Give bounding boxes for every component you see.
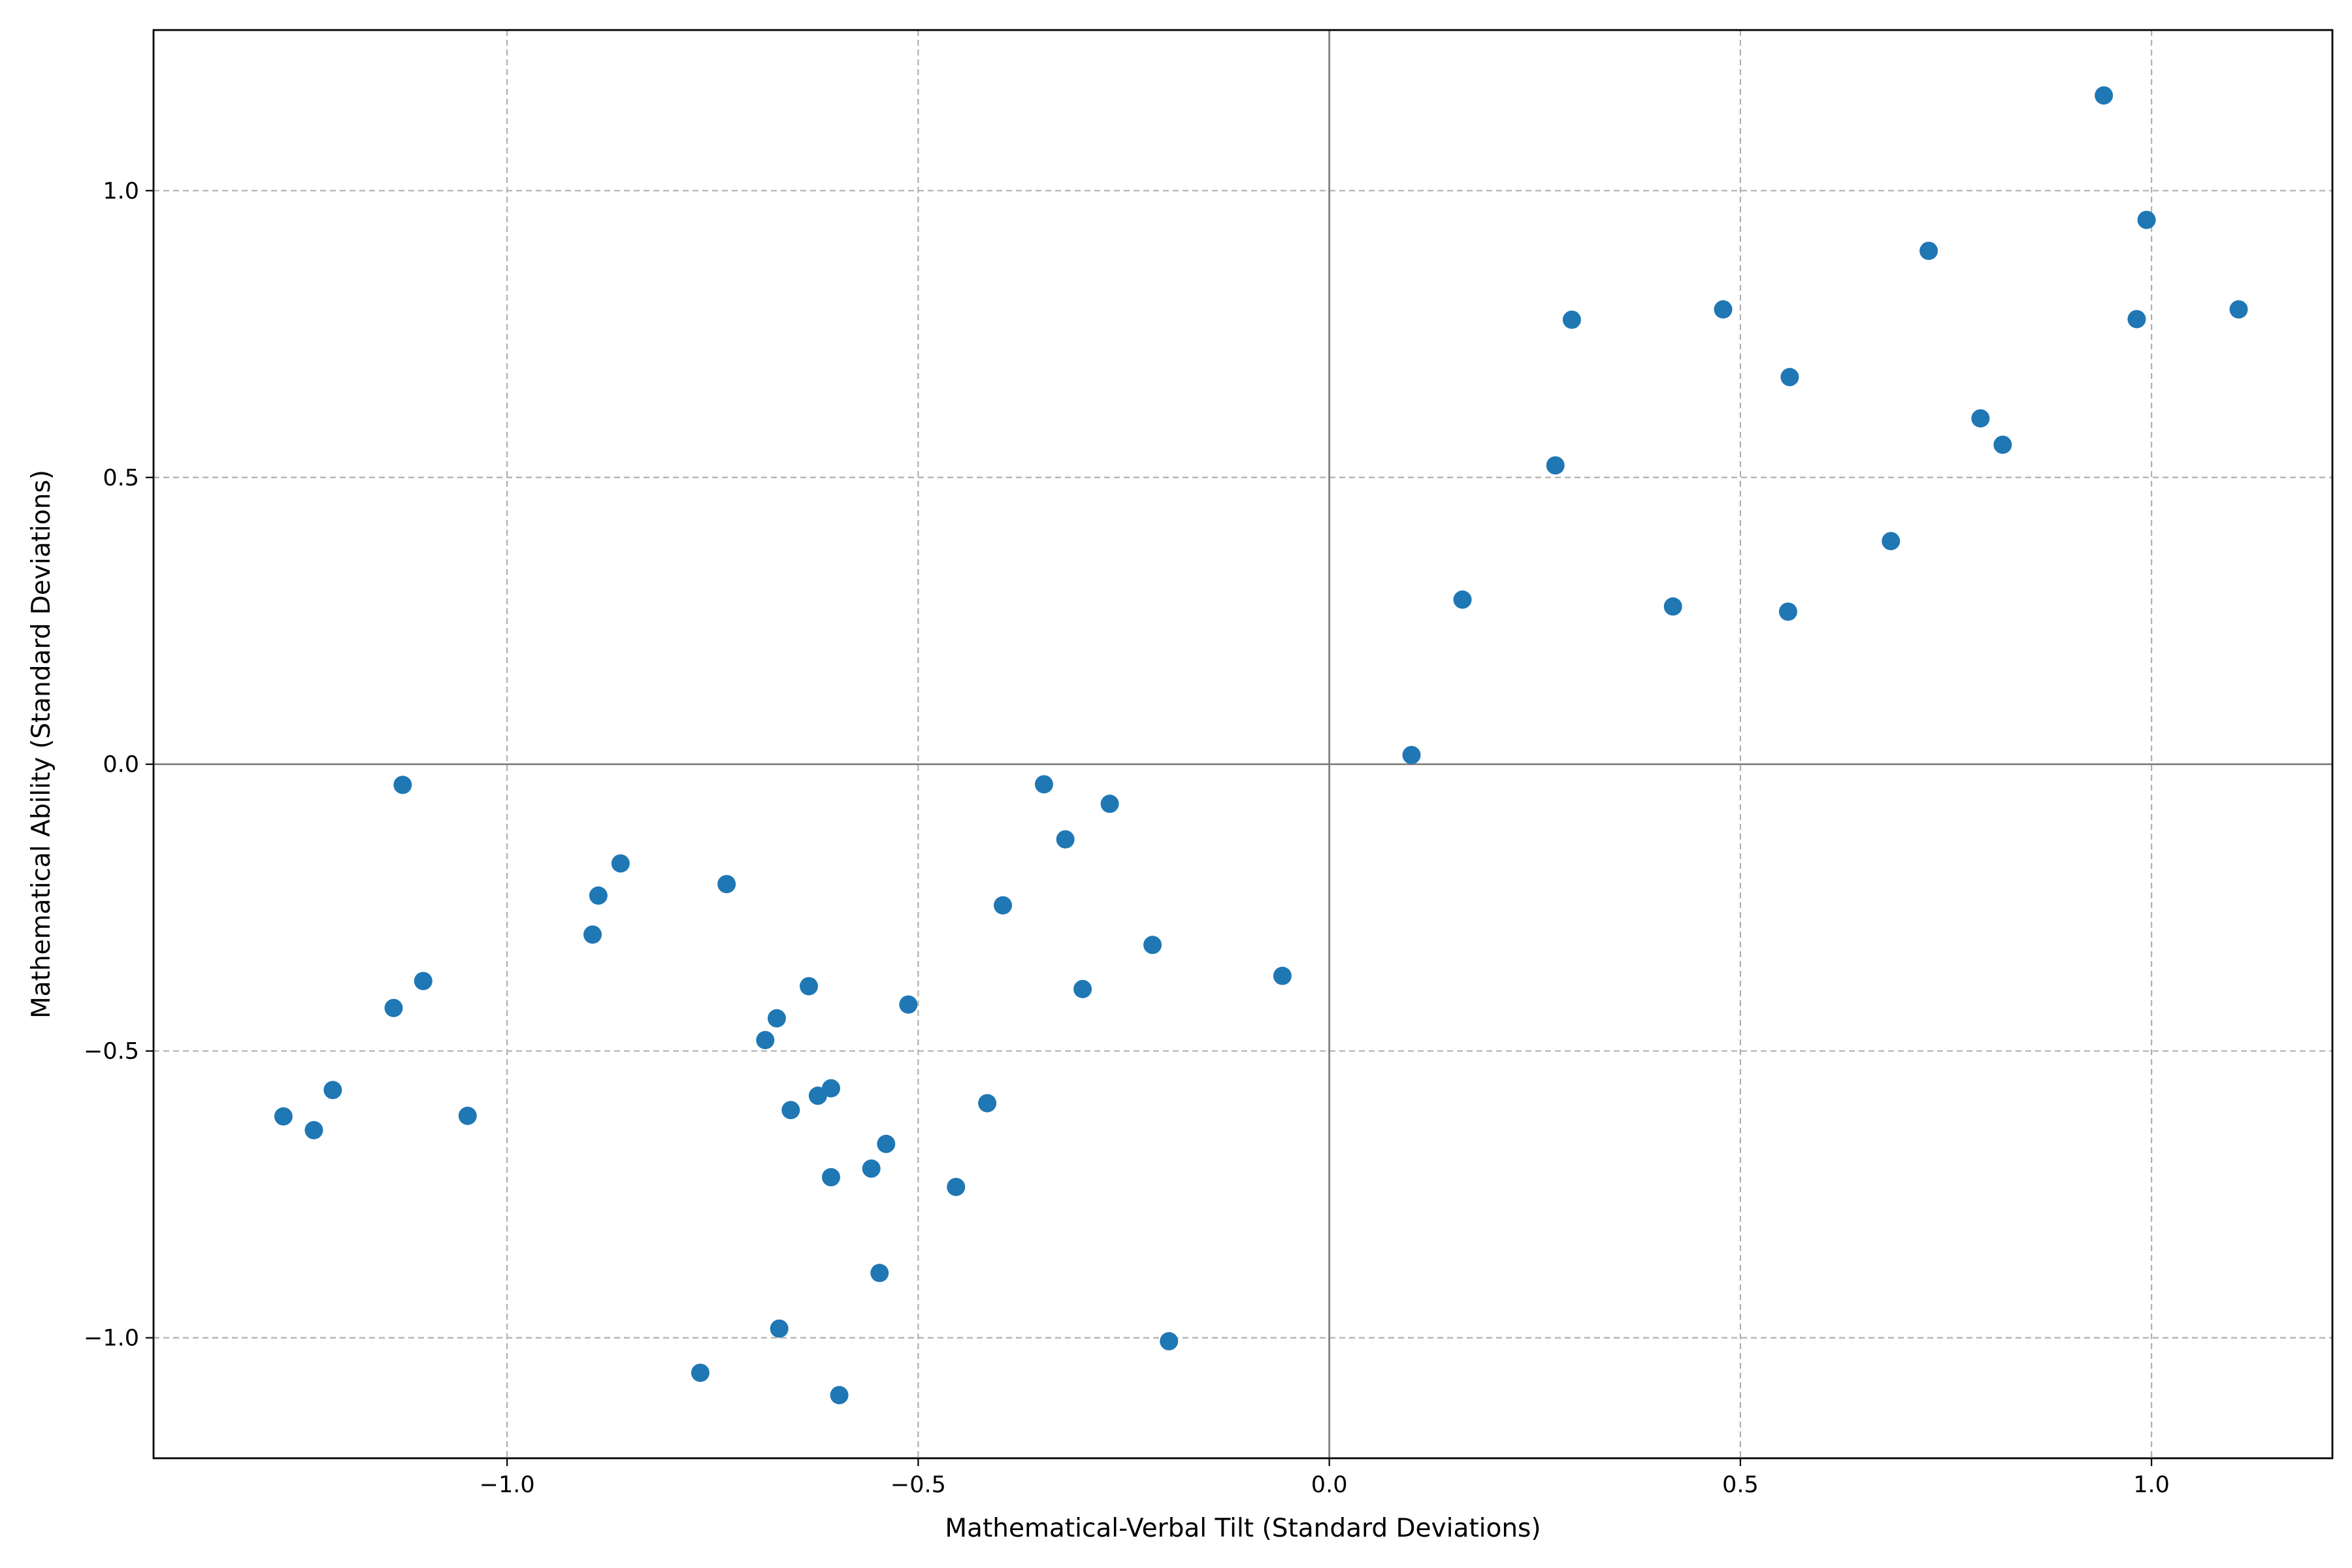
data-point	[393, 776, 412, 794]
data-point	[1778, 602, 1797, 621]
data-point	[717, 875, 736, 894]
data-point	[1780, 368, 1799, 387]
data-point	[1714, 300, 1733, 319]
data-point	[978, 1094, 997, 1113]
y-tick-label: 1.0	[103, 178, 139, 204]
data-point	[800, 977, 819, 996]
x-tick-label: 1.0	[2133, 1472, 2170, 1498]
zero-lines	[154, 30, 2332, 1458]
data-point	[1100, 794, 1119, 813]
y-tick-label: −0.5	[84, 1039, 139, 1065]
data-point	[862, 1159, 881, 1178]
data-point	[1882, 532, 1901, 551]
data-point	[1402, 745, 1421, 764]
data-point	[384, 998, 403, 1017]
x-tick-label: −1.0	[480, 1472, 535, 1498]
data-point	[767, 1009, 786, 1028]
data-point	[877, 1134, 896, 1153]
x-tick-label: −0.5	[890, 1472, 946, 1498]
data-point	[1993, 435, 2012, 454]
data-point	[2127, 310, 2146, 329]
data-point	[994, 896, 1013, 915]
data-point	[947, 1177, 966, 1196]
data-point	[691, 1364, 710, 1382]
y-tick-label: −1.0	[84, 1326, 139, 1352]
data-point	[1160, 1331, 1179, 1350]
data-point	[821, 1168, 840, 1186]
data-point	[323, 1081, 342, 1100]
data-point	[1143, 936, 1162, 955]
x-tick-label: 0.0	[1311, 1472, 1348, 1498]
data-point	[611, 854, 630, 873]
plot-frame	[152, 29, 2334, 1460]
data-point	[756, 1031, 775, 1050]
x-axis-label: Mathematical-Verbal Tilt (Standard Devia…	[945, 1514, 1541, 1543]
data-point	[1056, 830, 1075, 849]
data-point	[2229, 300, 2248, 319]
y-axis-label: Mathematical Ability (Standard Deviation…	[27, 470, 56, 1019]
data-point	[870, 1264, 889, 1282]
data-point	[1919, 241, 1938, 260]
data-point	[899, 995, 918, 1014]
data-point	[821, 1079, 840, 1098]
data-points	[274, 86, 2248, 1405]
data-point	[770, 1319, 789, 1338]
axis-ticks: −1.0 −0.5 0.0 0.5 1.0 −1.0 −0.5 0.0 0.5 1.0	[84, 178, 2170, 1498]
data-point	[304, 1120, 323, 1139]
y-tick-label: 0.5	[103, 465, 139, 491]
x-tick-label: 0.5	[1722, 1472, 1759, 1498]
data-point	[2095, 86, 2114, 105]
data-point	[2137, 210, 2156, 229]
data-point	[414, 972, 433, 990]
data-point	[1971, 409, 1990, 428]
data-point	[1453, 590, 1472, 609]
data-point	[1034, 775, 1053, 794]
y-tick-label: 0.0	[103, 752, 139, 778]
data-point	[583, 925, 602, 944]
data-point	[458, 1106, 477, 1125]
data-point	[1663, 597, 1682, 616]
grid-lines	[154, 30, 2332, 1458]
data-point	[274, 1107, 293, 1126]
data-point	[1546, 456, 1565, 475]
data-point	[1073, 979, 1092, 998]
data-point	[589, 886, 608, 905]
data-point	[1562, 310, 1581, 329]
data-point	[781, 1101, 800, 1120]
data-point	[1273, 966, 1292, 985]
data-point	[830, 1386, 849, 1405]
